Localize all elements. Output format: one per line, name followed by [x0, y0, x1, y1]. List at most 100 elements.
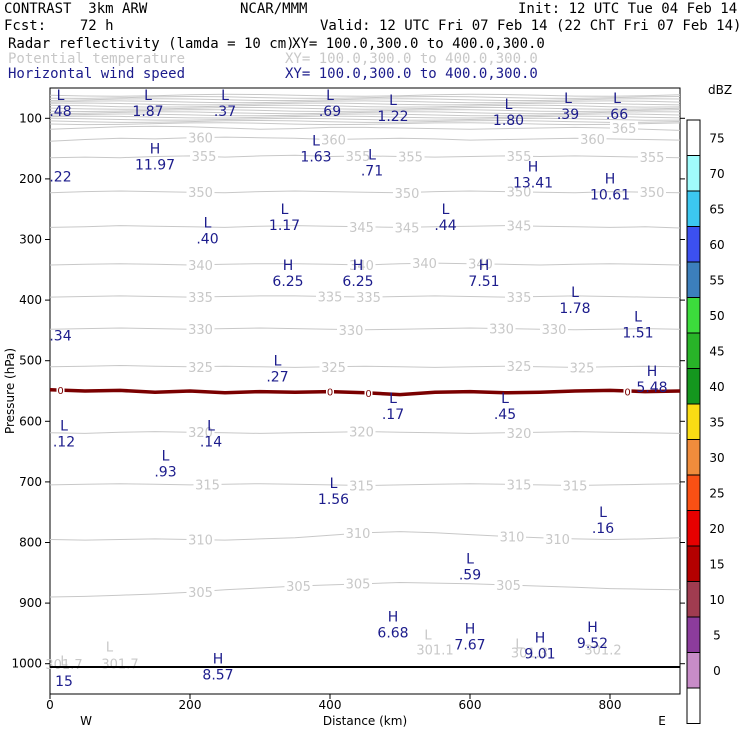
theta-label-bg [561, 478, 589, 493]
theta-label-bg [337, 322, 365, 337]
theta-label: 335 [507, 291, 532, 306]
reflectivity-label-bg [623, 386, 632, 397]
theta-label-bg [186, 585, 215, 600]
theta-label: 340 [468, 258, 493, 273]
theta-label: 355 [640, 151, 665, 166]
theta-label: 320 [349, 426, 374, 441]
theta-label: 355 [398, 150, 423, 165]
wind-extrema-marker: L [281, 202, 289, 218]
theta-label: 310 [346, 527, 371, 542]
wind-extrema-marker: H [388, 609, 399, 625]
colorbar-swatch [686, 474, 701, 511]
y-tick-label: 1000 [11, 657, 42, 671]
theta-label-bg [638, 185, 666, 200]
theta-label-bg [505, 425, 533, 440]
theta-extrema-label: L [106, 641, 114, 656]
theta-label: 325 [507, 360, 532, 375]
field-1-xy: XY= 100.0,300.0 to 400.0,300.0 [292, 36, 545, 52]
theta-label: 310 [188, 533, 213, 548]
theta-label: 350 [188, 186, 213, 201]
theta-label: 305 [346, 578, 371, 593]
theta-label-bg [466, 256, 495, 271]
theta-label: 360 [580, 133, 605, 148]
theta-contour-360 [49, 136, 681, 142]
theta-label-bg [505, 218, 533, 233]
colorbar-level-label: 60 [709, 238, 724, 252]
theta-label: 340 [349, 259, 374, 274]
upper-theta-line [49, 111, 681, 115]
upper-theta-line [49, 93, 681, 97]
x-axis-label: Distance (km) [323, 714, 407, 728]
theta-label-bg [393, 185, 421, 200]
institution: NCAR/MMM [240, 1, 308, 17]
theta-label: 305 [188, 586, 213, 601]
reflectivity-label-bg [326, 386, 334, 397]
theta-extrema-label: L [60, 655, 68, 670]
wind-extrema-marker: L [389, 93, 397, 109]
wind-extrema-marker: L [564, 91, 572, 107]
theta-label: 360 [321, 134, 346, 149]
theta-label: 350 [640, 186, 665, 201]
theta-label: 330 [339, 324, 364, 339]
y-tick-label: 700 [19, 475, 42, 489]
theta-label-bg [410, 256, 439, 271]
wind-extrema-marker: L [599, 505, 607, 521]
reflectivity-label-bg [364, 387, 373, 398]
colorbar-level-label: 15 [709, 558, 724, 572]
wind-extrema-value: 1.51 [622, 325, 653, 341]
reflectivity-label-bg [56, 384, 65, 395]
theta-label-bg [193, 477, 222, 492]
theta-label: 340 [412, 257, 437, 272]
colorbar-level-label: 5 [713, 629, 721, 643]
upper-theta-line [49, 95, 681, 99]
upper-theta-line [49, 102, 681, 106]
wind-extrema-value: 9.52 [577, 636, 608, 652]
wind-extrema-value: .71 [361, 164, 383, 180]
theta-label-bg [347, 257, 376, 272]
upper-theta-line [49, 107, 681, 110]
upper-theta-line [49, 100, 681, 104]
x-tick-label: 0 [46, 698, 54, 712]
upper-theta-line [49, 119, 681, 123]
wind-extrema-marker: L [57, 88, 65, 104]
wind-extrema-value: .69 [319, 104, 341, 120]
wind-extrema-value: .40 [196, 231, 218, 247]
theta-label: 345 [507, 220, 532, 235]
wind-extrema-marker: L [442, 202, 450, 218]
upper-level-contour-band [49, 93, 681, 126]
wind-extrema-value: 1.63 [300, 150, 331, 166]
theta-contour-350 [49, 190, 681, 194]
colorbar-swatch [686, 261, 701, 298]
axes: 100 200 300 400 500 600 700 800 900 1000 0 200 400 60… [11, 111, 685, 712]
theta-label-bg [319, 359, 348, 374]
reflectivity-label: 0 [624, 388, 630, 399]
theta-contour-365 [49, 125, 681, 131]
wind-extrema-value: 7.51 [468, 274, 499, 290]
colorbar-swatch [686, 155, 701, 192]
theta-label-bg [396, 149, 425, 164]
wind-extrema-value: .93 [154, 465, 176, 481]
wind-extrema-marker: L [274, 354, 282, 370]
y-tick-label: 500 [19, 354, 42, 368]
wind-extrema-value: .45 [494, 407, 516, 423]
wind-extrema-value: .12 [53, 434, 75, 450]
theta-extrema-label: 301.3 [511, 647, 548, 662]
wind-extrema-value: 6.68 [377, 625, 408, 641]
field-3-name: Horizontal wind speed [8, 66, 186, 82]
wind-extrema-value: 11.97 [135, 157, 175, 173]
colorbar-swatch [686, 545, 701, 582]
wind-extrema-marker: L [207, 418, 215, 434]
theta-label-bg [638, 150, 666, 165]
wind-extrema-marker: L [330, 476, 338, 492]
theta-label: 325 [321, 361, 346, 376]
theta-label-bg [494, 577, 523, 592]
wind-extrema-marker: H [535, 630, 546, 646]
wind-extrema-marker: L [221, 88, 229, 104]
x-tick-label: 200 [179, 698, 202, 712]
colorbar-swatch [686, 581, 701, 618]
wind-extrema-marker: L [162, 449, 170, 465]
reflectivity-contours: 0 0 0 0 [49, 384, 681, 400]
wind-extrema-marker: L [389, 391, 397, 407]
field-2-name: Potential temperature [8, 51, 186, 67]
